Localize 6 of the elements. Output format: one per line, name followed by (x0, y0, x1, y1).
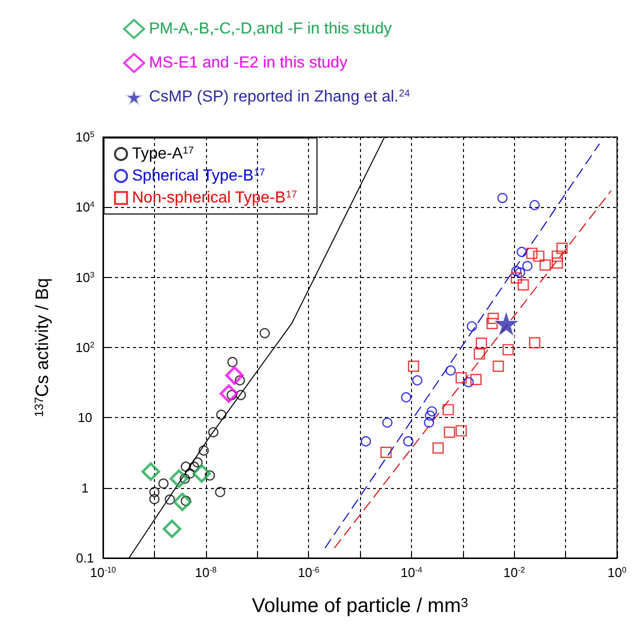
y-tick-label: 10 (78, 410, 92, 426)
y-tick-label: 0.1 (76, 550, 94, 566)
y-axis-title: 137Cs activity / Bq (32, 278, 52, 418)
legend-label: MS-E1 and -E2 in this study (149, 54, 348, 72)
y-tick-label: 1 (81, 480, 89, 496)
legend-label: PM-A,-B,-C,-D,and -F in this study (149, 20, 392, 38)
